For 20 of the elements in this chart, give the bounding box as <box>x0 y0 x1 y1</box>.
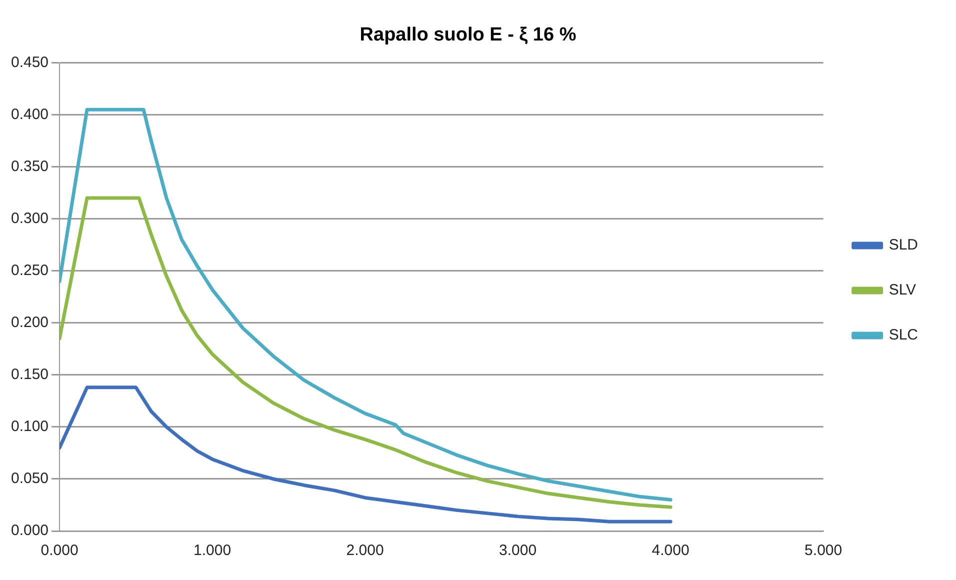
x-tick-label: 4.000 <box>652 542 690 560</box>
legend-label: SLC <box>888 326 918 344</box>
chart-title: Rapallo suolo E - ξ 16 % <box>360 24 576 46</box>
y-tick-label: 0.250 <box>10 262 49 280</box>
y-tick-label: 0.300 <box>10 210 49 228</box>
legend-label: SLV <box>888 282 916 299</box>
x-tick-label: 3.000 <box>499 542 537 560</box>
y-tick-label: 0.350 <box>10 158 49 175</box>
y-tick-label: 0.450 <box>10 54 49 71</box>
y-tick-label: 0.050 <box>10 470 49 488</box>
x-tick-label: 1.000 <box>194 542 232 560</box>
y-tick-label: 0.200 <box>10 314 49 332</box>
y-tick-label: 0.100 <box>10 418 49 436</box>
y-tick-label: 0.000 <box>10 522 49 540</box>
y-tick-label: 0.400 <box>10 106 49 123</box>
y-tick-label: 0.150 <box>10 366 49 384</box>
x-tick-label: 2.000 <box>346 542 384 560</box>
x-tick-label: 0.000 <box>40 542 78 560</box>
x-tick-label: 5.000 <box>804 542 842 560</box>
legend-label: SLD <box>888 236 918 254</box>
